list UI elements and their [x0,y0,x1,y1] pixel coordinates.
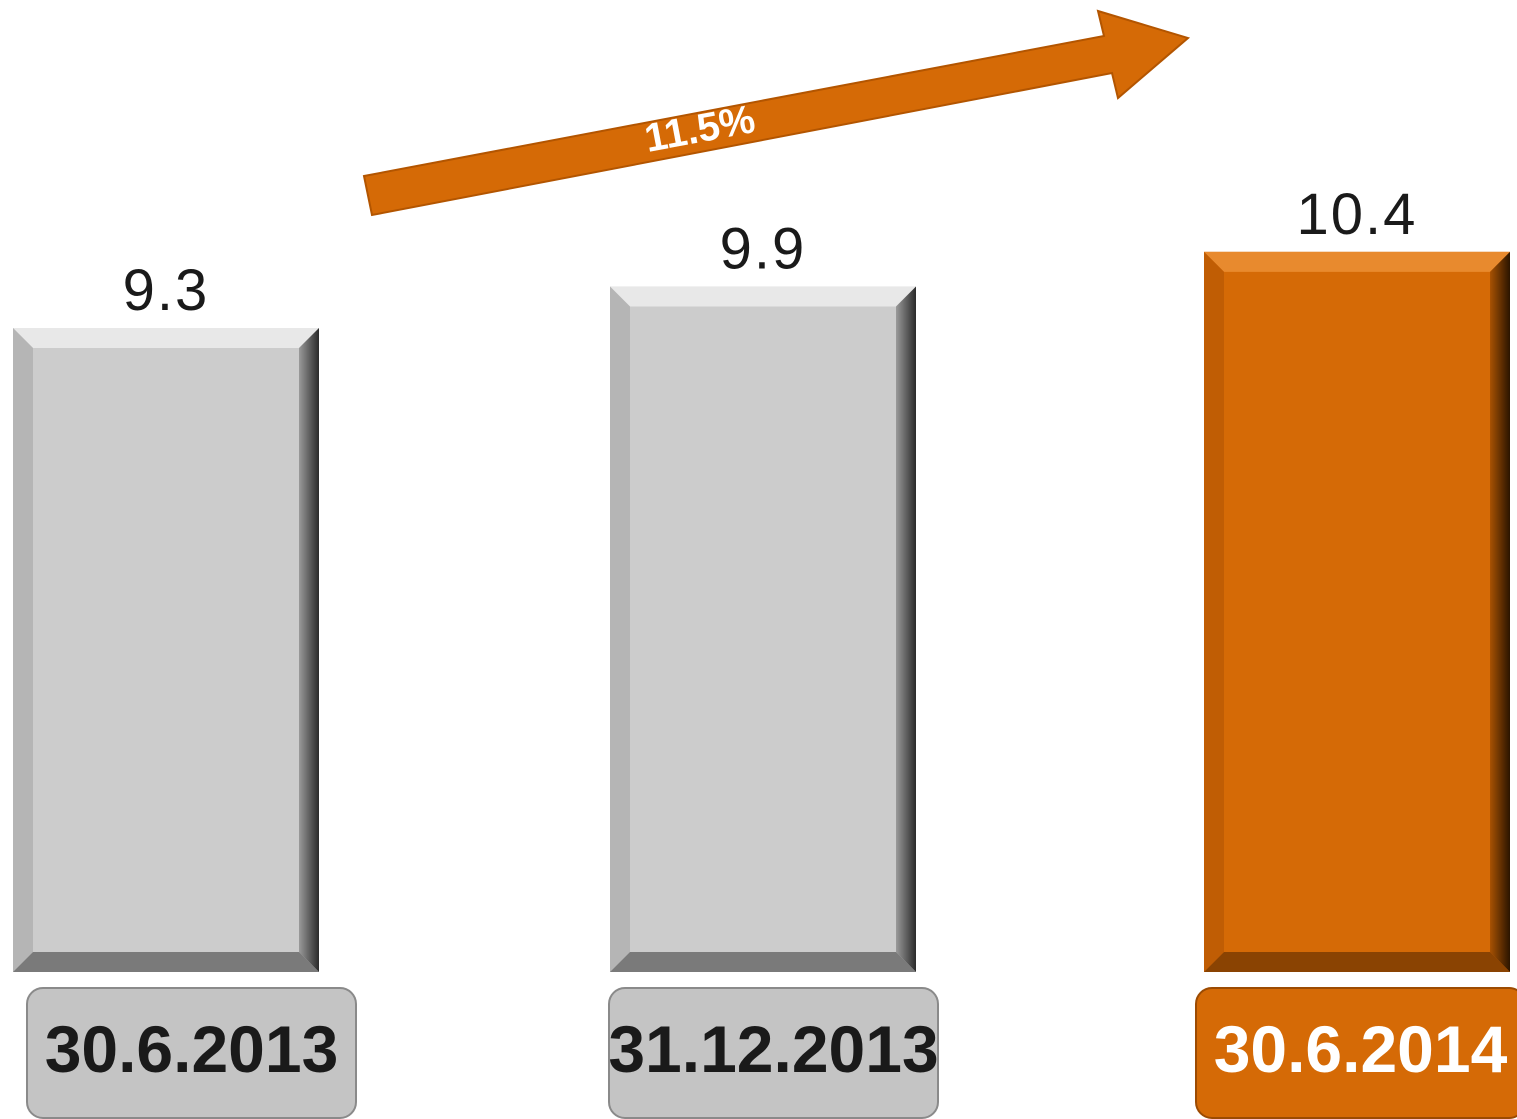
bar-bevel-bottom [610,952,916,972]
category-label-box [26,987,357,1119]
growth-percentage-label: 11.5% [641,97,758,161]
bar-bevel-top [13,328,319,348]
bar-face [610,286,916,972]
bar-3 [1204,251,1510,973]
value-labels-layer: 9.3 9.9 10.4 [123,182,1418,323]
category-label-text: 30.6.2013 [45,1012,339,1086]
bar-value-label-3: 10.4 [1297,182,1418,247]
growth-arrow-shape [362,9,1191,217]
bar-face [13,328,319,972]
bar-bevel-bottom [13,952,319,972]
bar-bevel-bottom [1204,952,1510,972]
bar-bevel-left [13,328,33,972]
category-label-box [1195,987,1517,1119]
bar-bevel-left [1204,251,1224,973]
bars-layer [13,251,1510,973]
category-label-text: 31.12.2013 [608,1012,938,1086]
category-labels-layer: 30.6.2013 31.12.2013 30.6.2014 [26,987,1517,1119]
bar-bevel-right [1490,251,1510,973]
bar-1 [13,328,319,972]
bar-bevel-left [610,286,630,972]
bar-value-label-2: 9.9 [720,216,807,281]
bar-face [1204,251,1510,973]
bar-bevel-right [896,286,916,972]
category-label-3: 30.6.2014 [1195,987,1517,1119]
bar-bevel-top [610,286,916,307]
category-label-text: 30.6.2014 [1214,1012,1508,1086]
bar-value-label-1: 9.3 [123,258,210,323]
bar-2 [610,286,916,972]
bar-bevel-top [1204,251,1510,272]
growth-arrow: 11.5% [362,9,1191,217]
category-label-2: 31.12.2013 [608,987,939,1119]
bar-bevel-right [299,328,319,972]
category-label-1: 30.6.2013 [26,987,357,1119]
category-label-box [608,987,939,1119]
